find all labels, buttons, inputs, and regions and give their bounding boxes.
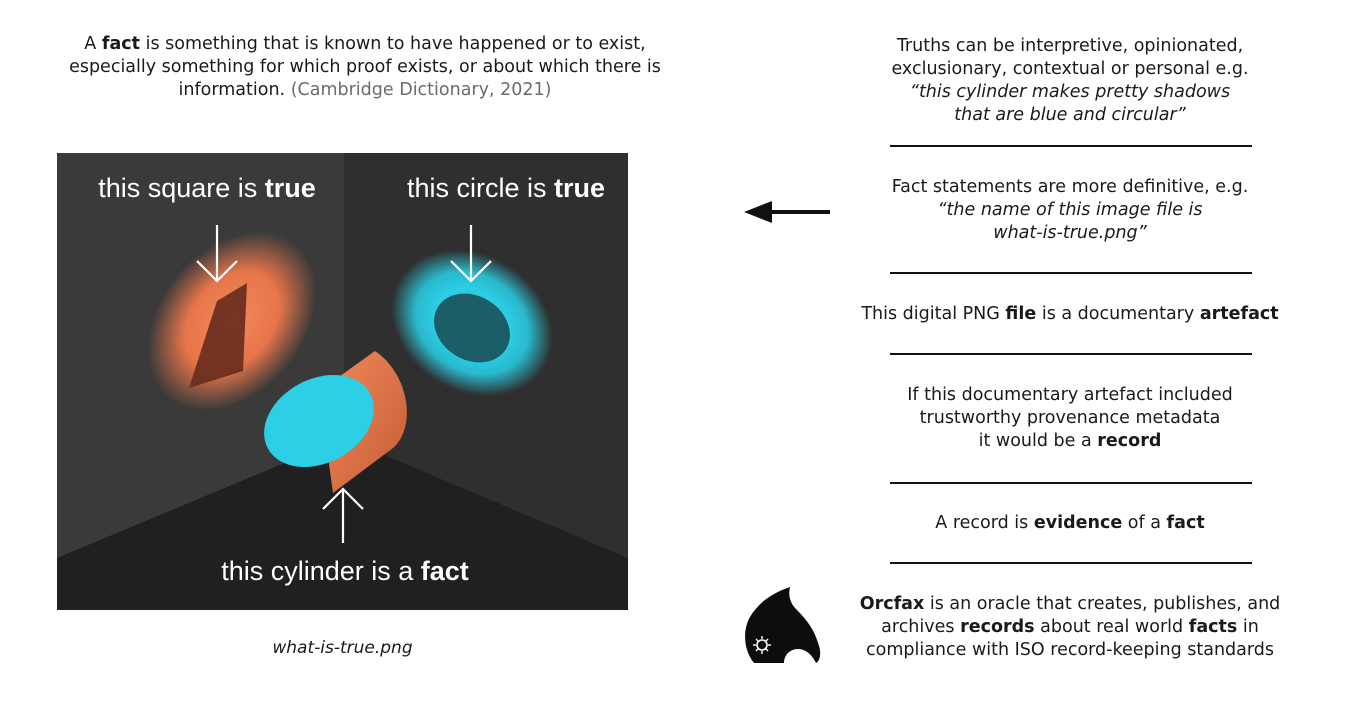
definition-citation: (Cambridge Dictionary, 2021)	[290, 80, 552, 100]
facts-quote-1: “the name of this image file is	[937, 200, 1203, 220]
record-bold: record	[1097, 431, 1162, 451]
square-pointer-arrow	[196, 225, 238, 283]
circle-pointer-arrow	[450, 225, 492, 283]
divider-5	[890, 562, 1252, 564]
facts-quote-2: what-is-true.png”	[993, 223, 1147, 243]
circle-label: this circle is true	[407, 173, 605, 203]
cylinder-face	[264, 374, 374, 468]
record-statement: If this documentary artefact included tr…	[855, 384, 1285, 453]
divider-4	[890, 482, 1252, 484]
orcfax-text-1: is an oracle that creates, publishes, an…	[929, 594, 1281, 614]
truths-statement: Truths can be interpretive, opinionated,…	[855, 35, 1285, 127]
divider-2	[890, 272, 1252, 274]
evidence-statement: A record is evidence of a fact	[855, 512, 1285, 535]
orcfax-text-2: archives	[881, 617, 955, 637]
facts-line-1: Fact statements are more definitive, e.g…	[891, 177, 1249, 197]
evidence-bold: evidence	[1033, 513, 1123, 533]
truths-quote-2: that are blue and circular”	[954, 105, 1186, 125]
file-statement: This digital PNG file is a documentary a…	[855, 303, 1285, 326]
illustration-svg: this square is true this circle is true …	[57, 153, 628, 610]
record-line-3: it would be a record	[855, 430, 1285, 453]
cylinder-label: this cylinder is a fact	[221, 556, 469, 586]
definition-text: is something that is known to have happe…	[69, 34, 661, 100]
facts-statement: Fact statements are more definitive, e.g…	[855, 176, 1285, 245]
orcfax-logo-icon	[745, 587, 821, 663]
orcfax-description: Orcfax is an oracle that creates, publis…	[855, 593, 1285, 662]
cylinder-pointer-arrow	[322, 487, 364, 543]
orcfax-text-3: about real world	[1040, 617, 1184, 637]
orcfax-name: Orcfax	[859, 594, 925, 614]
circle-shadow	[434, 293, 510, 363]
orcfax-line-3: compliance with ISO record-keeping stand…	[865, 640, 1274, 660]
file-prefix: This digital PNG	[861, 304, 1000, 324]
orcfax-text-4: in	[1242, 617, 1259, 637]
orcfax-line-2: archives records about real world facts …	[855, 616, 1285, 639]
image-caption: what-is-true.png	[272, 638, 413, 658]
orcfax-line-1: Orcfax is an oracle that creates, publis…	[855, 593, 1285, 616]
evidence-mid: of a	[1127, 513, 1161, 533]
square-label: this square is true	[98, 173, 316, 203]
evidence-prefix: A record is	[935, 513, 1029, 533]
what-is-true-illustration: this square is true this circle is true …	[57, 153, 628, 610]
definition-prefix: A	[84, 34, 97, 54]
orcfax-facts-bold: facts	[1188, 617, 1238, 637]
fact-bold: fact	[1166, 513, 1205, 533]
divider-1	[890, 145, 1252, 147]
truths-line-2: exclusionary, contextual or personal e.g…	[891, 59, 1249, 79]
truths-quote-1: “this cylinder makes pretty shadows	[909, 82, 1231, 102]
divider-3	[890, 353, 1252, 355]
artefact-bold: artefact	[1199, 304, 1279, 324]
file-bold: file	[1005, 304, 1037, 324]
record-line-1: If this documentary artefact included	[907, 385, 1233, 405]
definition-term: fact	[101, 34, 141, 54]
left-arrow-icon	[744, 201, 830, 223]
square-shadow	[189, 283, 247, 388]
fact-definition: A fact is something that is known to hav…	[60, 33, 670, 102]
file-mid: is a documentary	[1041, 304, 1195, 324]
record-line-3-prefix: it would be a	[978, 431, 1092, 451]
record-line-2: trustworthy provenance metadata	[919, 408, 1221, 428]
truths-line-1: Truths can be interpretive, opinionated,	[896, 36, 1244, 56]
orcfax-records-bold: records	[960, 617, 1035, 637]
